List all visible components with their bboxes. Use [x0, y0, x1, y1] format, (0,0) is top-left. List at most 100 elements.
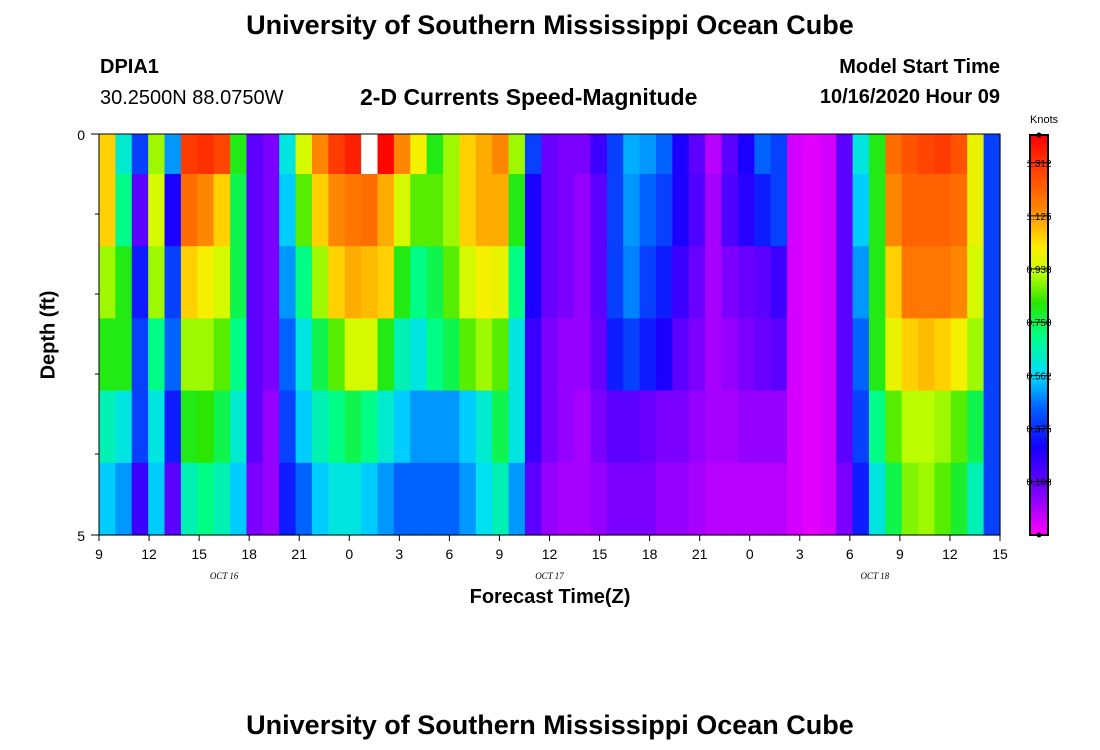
heatmap-cell: [213, 318, 231, 392]
heatmap-cell: [541, 390, 559, 464]
colorbar-segment: [1030, 375, 1048, 379]
colorbar-segment: [1030, 501, 1048, 506]
heatmap-cell: [344, 318, 362, 392]
y-axis-title: Depth (ft): [37, 290, 60, 380]
colorbar-segment: [1030, 278, 1048, 283]
heatmap-cell: [459, 174, 477, 247]
colorbar-segment: [1030, 151, 1048, 156]
colorbar-segment: [1030, 528, 1048, 533]
heatmap-cell: [967, 134, 985, 175]
colorbar-segment: [1030, 491, 1048, 496]
heatmap-cell: [721, 462, 739, 536]
heatmap-cell: [770, 462, 788, 536]
heatmap-cell: [836, 134, 854, 175]
heatmap-cell: [475, 134, 493, 175]
heatmap-cell: [983, 390, 1001, 464]
heatmap-cell: [246, 246, 264, 319]
colorbar-segment: [1030, 221, 1048, 226]
heatmap-cell: [557, 462, 575, 536]
heatmap-cell: [934, 462, 952, 536]
colorbar-segment: [1030, 325, 1048, 329]
colorbar-segment: [1030, 251, 1048, 256]
heatmap-cell: [393, 390, 411, 464]
heatmap-cell: [410, 134, 428, 175]
colorbar-tick-label: 0.188: [1026, 478, 1051, 489]
heatmap-cell: [131, 174, 149, 247]
heatmap-cell: [721, 134, 739, 175]
heatmap-cell: [541, 318, 559, 392]
x-tick-label: 6: [846, 546, 854, 562]
heatmap-cell: [705, 318, 723, 392]
heatmap-cell: [754, 134, 772, 175]
heatmap-cell: [344, 390, 362, 464]
x-tick-label: 12: [141, 546, 157, 562]
heatmap-cell: [803, 134, 821, 175]
heatmap-cell: [950, 318, 968, 392]
heatmap-cell: [459, 318, 477, 392]
heatmap-cell: [574, 174, 592, 247]
heatmap-cell: [623, 174, 641, 247]
heatmap-cell: [868, 390, 886, 464]
colorbar-segment: [1030, 335, 1048, 339]
heatmap-cell: [868, 134, 886, 175]
heatmap-cell: [295, 390, 313, 464]
colorbar-segment: [1030, 211, 1048, 216]
heatmap-cell: [131, 246, 149, 319]
heatmap-cell: [230, 246, 248, 319]
heatmap-cell: [688, 246, 706, 319]
heatmap-cell: [590, 318, 608, 392]
heatmap-cell: [115, 134, 133, 175]
heatmap-cell: [361, 318, 379, 392]
colorbar-segment: [1030, 271, 1048, 276]
heatmap-cell: [918, 174, 936, 247]
heatmap-cell: [475, 462, 493, 536]
heatmap-cell: [99, 246, 116, 319]
heatmap-cell: [901, 246, 919, 319]
colorbar-segment: [1030, 478, 1048, 483]
heatmap-cell: [885, 318, 903, 392]
heatmap-cell: [606, 318, 624, 392]
heatmap-cell: [344, 174, 362, 247]
heatmap-cell: [590, 174, 608, 247]
heatmap-cell: [934, 246, 952, 319]
heatmap-cell: [655, 246, 673, 319]
heatmap-cell: [557, 318, 575, 392]
heatmap-cell: [655, 174, 673, 247]
y-tick-label: 5: [77, 528, 85, 544]
heatmap-cell: [459, 462, 477, 536]
colorbar-segment: [1030, 495, 1048, 499]
heatmap-cell: [770, 134, 788, 175]
heatmap-cell: [475, 246, 493, 319]
heatmap-cell: [639, 390, 657, 464]
colorbar-unit: Knots: [1030, 114, 1059, 126]
colorbar-segment: [1030, 191, 1048, 196]
heatmap-cell: [328, 462, 346, 536]
heatmap-cell: [819, 246, 837, 319]
heatmap-cell: [623, 246, 641, 319]
heatmap-cell: [639, 462, 657, 536]
heatmap-cell: [754, 174, 772, 247]
colorbar-segment: [1030, 301, 1048, 306]
colorbar-segment: [1030, 308, 1048, 313]
heatmap-cell: [377, 174, 395, 247]
heatmap-cell: [950, 390, 968, 464]
heatmap-cell: [492, 390, 510, 464]
heatmap-cell: [99, 174, 116, 247]
colorbar-segment: [1030, 498, 1048, 503]
colorbar-segment: [1030, 488, 1048, 493]
heatmap-cell: [787, 462, 805, 536]
heatmap-cell: [721, 318, 739, 392]
colorbar-segment: [1030, 275, 1048, 279]
colorbar-segment: [1030, 411, 1048, 416]
colorbar-tick-label: 0.375: [1026, 425, 1051, 436]
heatmap-cell: [524, 246, 542, 319]
heatmap-cell: [311, 246, 329, 319]
heatmap-cell: [967, 462, 985, 536]
colorbar-segment: [1030, 331, 1048, 336]
heatmap-cell: [803, 462, 821, 536]
heatmap-cell: [836, 462, 854, 536]
heatmap-cell: [885, 174, 903, 247]
heatmap-cell: [541, 246, 559, 319]
heatmap-cell: [672, 134, 690, 175]
heatmap-cell: [148, 318, 166, 392]
